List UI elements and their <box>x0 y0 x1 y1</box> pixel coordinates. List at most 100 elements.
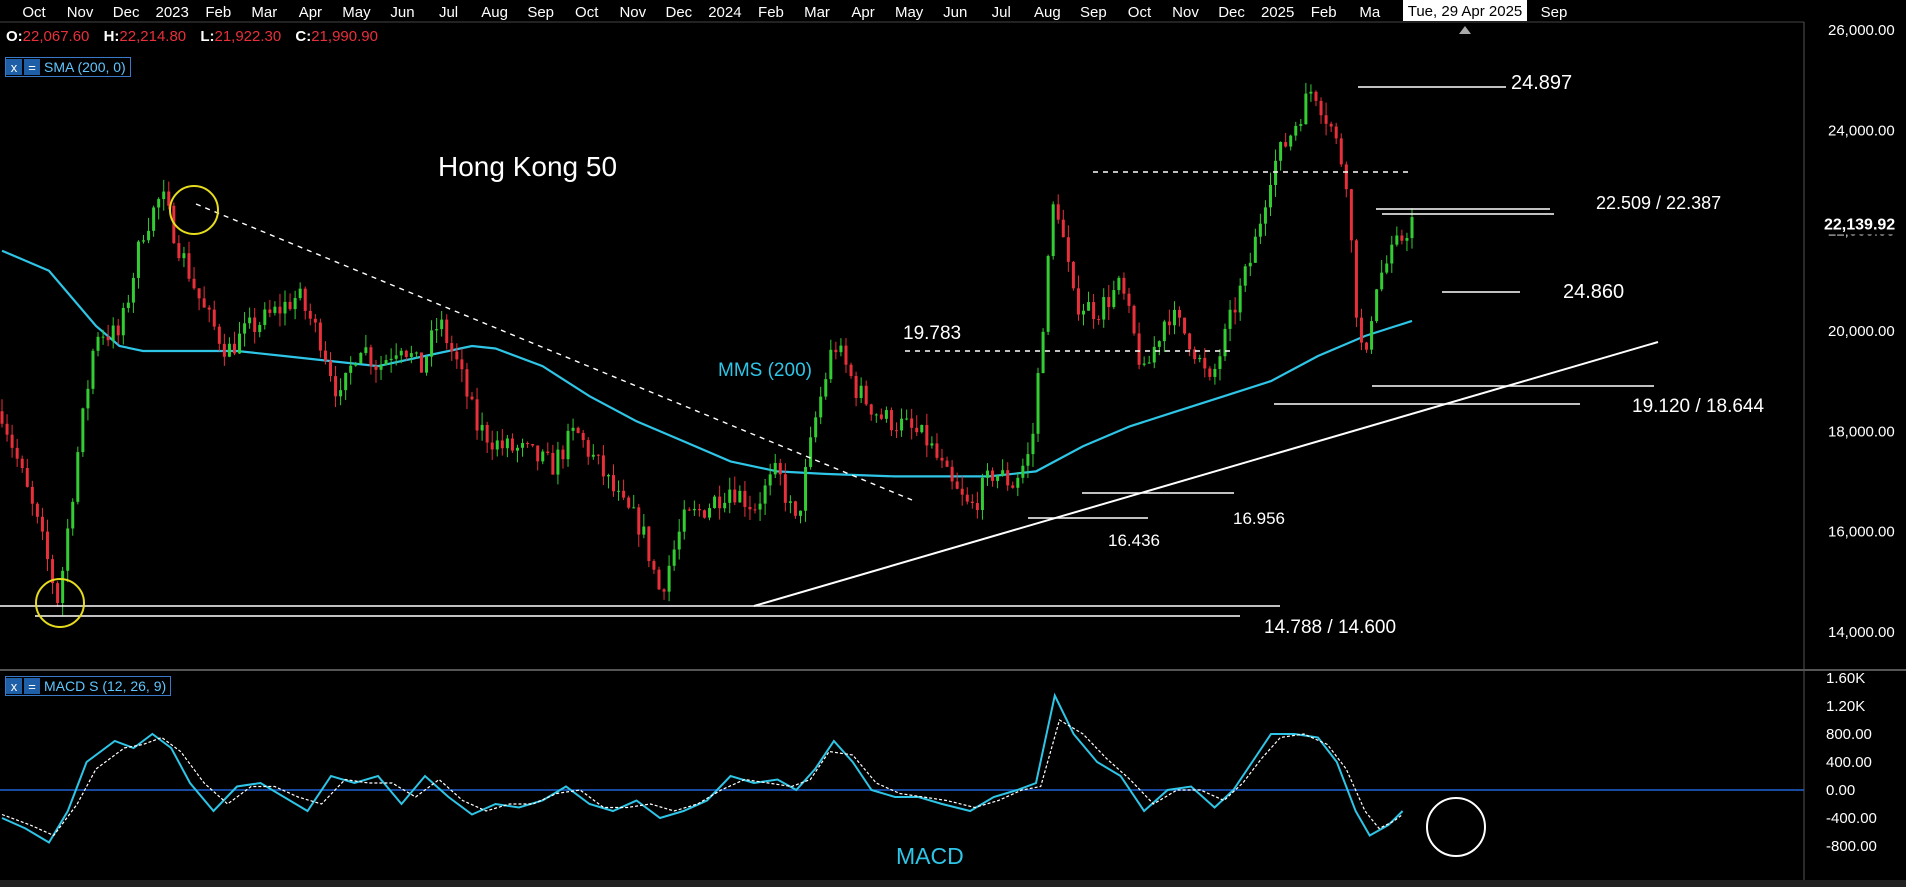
candle-body <box>167 191 171 206</box>
candle-body <box>414 352 418 354</box>
candle-body <box>632 507 636 509</box>
candle <box>985 463 989 486</box>
candle <box>1309 84 1313 102</box>
candle-body <box>652 561 656 570</box>
candle-body <box>1208 368 1212 377</box>
candle <box>980 473 984 520</box>
candle <box>1349 188 1353 253</box>
candle-body <box>1167 321 1171 326</box>
candle-body <box>1218 356 1222 369</box>
candle <box>733 476 737 506</box>
candle-body <box>470 396 474 400</box>
candle <box>591 444 595 460</box>
candle <box>258 321 262 338</box>
candle-body <box>879 414 883 419</box>
x-tick-label: Nov <box>67 4 94 21</box>
candle-body <box>157 199 161 208</box>
candle <box>1228 300 1232 342</box>
candle <box>642 514 646 539</box>
candle <box>576 426 580 434</box>
candle <box>20 455 24 473</box>
drag-handle-icon[interactable]: = <box>24 678 40 694</box>
candle <box>531 443 535 448</box>
annotations-layer: MMS (200) Hong Kong 50 24.897 22.509 / 22.3… <box>0 72 1764 638</box>
candle <box>1223 323 1227 361</box>
candle-body <box>1203 357 1207 369</box>
candle-body <box>778 463 782 475</box>
candle-body <box>1344 164 1348 190</box>
candle <box>404 349 408 361</box>
candle <box>1172 301 1176 335</box>
candle-body <box>1243 266 1247 286</box>
close-icon[interactable]: x <box>6 59 22 75</box>
candle <box>354 361 358 367</box>
close-icon[interactable]: x <box>6 678 22 694</box>
candle-body <box>1329 123 1333 127</box>
candle <box>328 352 332 382</box>
candle-body <box>162 191 166 200</box>
candle-body <box>404 350 408 357</box>
candle <box>1021 458 1025 484</box>
candle-body <box>66 528 70 571</box>
candle-body <box>889 410 893 431</box>
candle-body <box>1263 207 1267 224</box>
candle <box>1107 284 1111 321</box>
candle <box>162 179 166 211</box>
candle <box>1365 341 1369 353</box>
candle-body <box>389 358 393 361</box>
candle <box>612 464 616 497</box>
x-tick-label: Jun <box>390 4 414 21</box>
x-tick-label: Jul <box>439 4 458 21</box>
candle <box>222 333 226 366</box>
candle-body <box>495 440 499 450</box>
candle-body <box>1137 333 1141 365</box>
candle-body <box>1274 160 1278 185</box>
candle-body <box>718 496 722 509</box>
candle-body <box>571 427 575 431</box>
candle-body <box>622 490 626 498</box>
candle-body <box>1031 433 1035 455</box>
high-value: 22,214.80 <box>119 28 187 45</box>
candle <box>536 445 540 471</box>
candle-body <box>708 508 712 518</box>
candle-body <box>485 424 489 443</box>
candle <box>106 324 110 347</box>
last-price-tag <box>1806 212 1906 235</box>
candle-body <box>1253 236 1257 263</box>
candle <box>617 480 621 501</box>
candle <box>667 555 671 602</box>
ohlc-readout: O:22,067.60 H:22,214.80 L:21,922.30 C:21… <box>6 28 388 45</box>
candle <box>864 380 868 407</box>
macd-y-tick-label: -800.00 <box>1826 838 1877 855</box>
candle <box>182 246 186 268</box>
candle <box>996 475 1000 489</box>
candle <box>293 290 297 320</box>
candle <box>991 467 995 487</box>
candle-body <box>238 333 242 354</box>
level-label-16956: 16.956 <box>1233 509 1285 528</box>
candle-body <box>258 324 262 332</box>
candle <box>177 235 181 262</box>
candle-body <box>455 351 459 360</box>
candle-body <box>884 410 888 419</box>
candles-layer <box>0 82 1414 616</box>
bottom-scrollbar <box>0 880 1906 887</box>
drag-handle-icon[interactable]: = <box>24 59 40 75</box>
candle-body <box>1011 485 1015 488</box>
candle-body <box>1082 310 1086 315</box>
candle-body <box>798 510 802 516</box>
candle <box>738 485 742 503</box>
candle <box>1243 263 1247 292</box>
candle-body <box>748 506 752 510</box>
candle-body <box>1238 285 1242 313</box>
candle-body <box>1319 100 1323 116</box>
candle-body <box>1279 142 1283 161</box>
sma-indicator-tag[interactable]: x = SMA (200, 0) <box>5 57 131 77</box>
candle-body <box>430 330 434 357</box>
candle-body <box>1299 124 1303 126</box>
macd-indicator-tag[interactable]: x = MACD S (12, 26, 9) <box>5 676 172 696</box>
candle <box>1031 422 1035 467</box>
candle-body <box>263 309 267 325</box>
level-label-19783: 19.783 <box>903 323 961 344</box>
